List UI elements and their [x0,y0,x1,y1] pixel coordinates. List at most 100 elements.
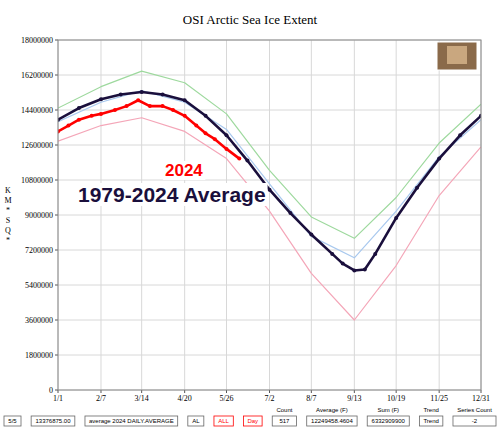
series-marker [66,124,70,128]
status-value: 12249458.4604 [311,418,353,424]
status-value: Day [247,418,258,424]
series-marker [415,186,419,190]
series-marker [204,131,208,135]
background [0,0,500,428]
status-box [85,416,178,426]
series-marker [125,104,129,108]
status-value: average 2024 DAILY.AVERAGE [89,418,174,424]
status-value: 6332909900 [372,418,406,424]
logo [437,42,477,70]
background-year-line [58,118,481,320]
y-axis-title-char: * [6,206,10,215]
logo-image-part [447,46,467,64]
y-tick-label: 14400000 [21,106,53,115]
x-tick-label: 5/26 [219,394,233,403]
x-tick-label: 8/7 [306,394,316,403]
series-marker [77,106,81,110]
background-year-line [58,71,481,238]
series-marker [136,98,140,102]
series-marker [161,92,165,96]
y-axis-title-char: Q [5,226,11,235]
x-grid-line [396,40,397,390]
series-marker [161,104,165,108]
x-tick-label: 11/25 [430,394,448,403]
grid [58,40,481,390]
series-marker [213,137,217,141]
x-grid-line [184,40,185,390]
series-marker [237,157,241,161]
y-tick-label: 1800000 [25,351,53,360]
series-marker [119,92,123,96]
series-marker [140,90,144,94]
series-marker [148,104,152,108]
series-line [58,92,481,271]
series-marker [309,232,313,236]
y-tick-labels: 0180000036000005400000720000090000001080… [21,36,53,395]
series-marker [363,267,367,271]
y-tick-label: 7200000 [25,246,53,255]
status-box [188,416,204,426]
y-tick-label: 18000000 [21,36,53,45]
x-tick-label: 7/2 [264,394,274,403]
label-background [163,161,205,180]
series-marker [268,188,272,192]
plot-area [58,40,481,390]
status-box [243,416,262,426]
plot-frame [58,40,481,390]
title: OSI Arctic Sea Ice Extent [183,12,318,27]
status-label: Sum (F) [377,407,399,413]
status-box [31,416,75,426]
label-background [76,183,268,206]
series-marker [225,133,229,137]
series-marker [204,114,208,118]
status-box [272,416,296,426]
background-year-line [58,91,481,258]
status-box [214,416,233,426]
status-value: 5/5 [8,418,17,424]
y-tick-label: 5400000 [25,281,53,290]
x-grid-line [354,40,355,390]
status-value: AL [192,418,200,424]
series-marker [183,98,187,102]
x-grid-line [311,40,312,390]
series-marker [99,97,103,101]
series-marker [373,252,377,256]
status-box [307,416,357,426]
series-marker [225,147,229,151]
series-marker [90,114,94,118]
status-value: -2 [472,418,478,424]
status-box [367,416,409,426]
status-label: Trend [423,407,438,413]
series-label: 2024 [165,161,203,180]
status-box [419,416,442,426]
x-tick-label: 12/31 [472,394,490,403]
status-label: Series Count [457,407,492,413]
series-marker [330,252,334,256]
series-marker [458,133,462,137]
x-tick-label: 3/14 [135,394,149,403]
series-marker [99,112,103,116]
status-box [453,416,496,426]
series-marker [194,124,198,128]
y-axis-title-char: S [6,216,10,225]
chart: OSI Arctic Sea Ice Extent018000003600000… [0,0,500,428]
series-marker [113,108,117,112]
series-labels: 1979-2024 Average2024 [76,161,268,206]
series-marker [288,211,292,215]
x-tick-label: 9/13 [347,394,361,403]
series-marker [77,118,81,122]
series-label-group: 2024 [163,161,205,180]
x-tick-label: 2/7 [96,394,106,403]
status-bar: 5/5 13376875.00 average 2024 DAILY.AVERAGE… [4,407,496,426]
status-label: Count [276,407,292,413]
series-marker [183,114,187,118]
x-grid-line [439,40,440,390]
y-axis-title-char: * [6,236,10,245]
status-box [4,416,21,426]
y-tick-label: 3600000 [25,316,53,325]
series-group [58,71,481,320]
status-value: 13376875.00 [35,418,71,424]
status-label: Average (F) [316,407,348,413]
x-tick-label: 4/20 [178,394,192,403]
series-marker [171,108,175,112]
